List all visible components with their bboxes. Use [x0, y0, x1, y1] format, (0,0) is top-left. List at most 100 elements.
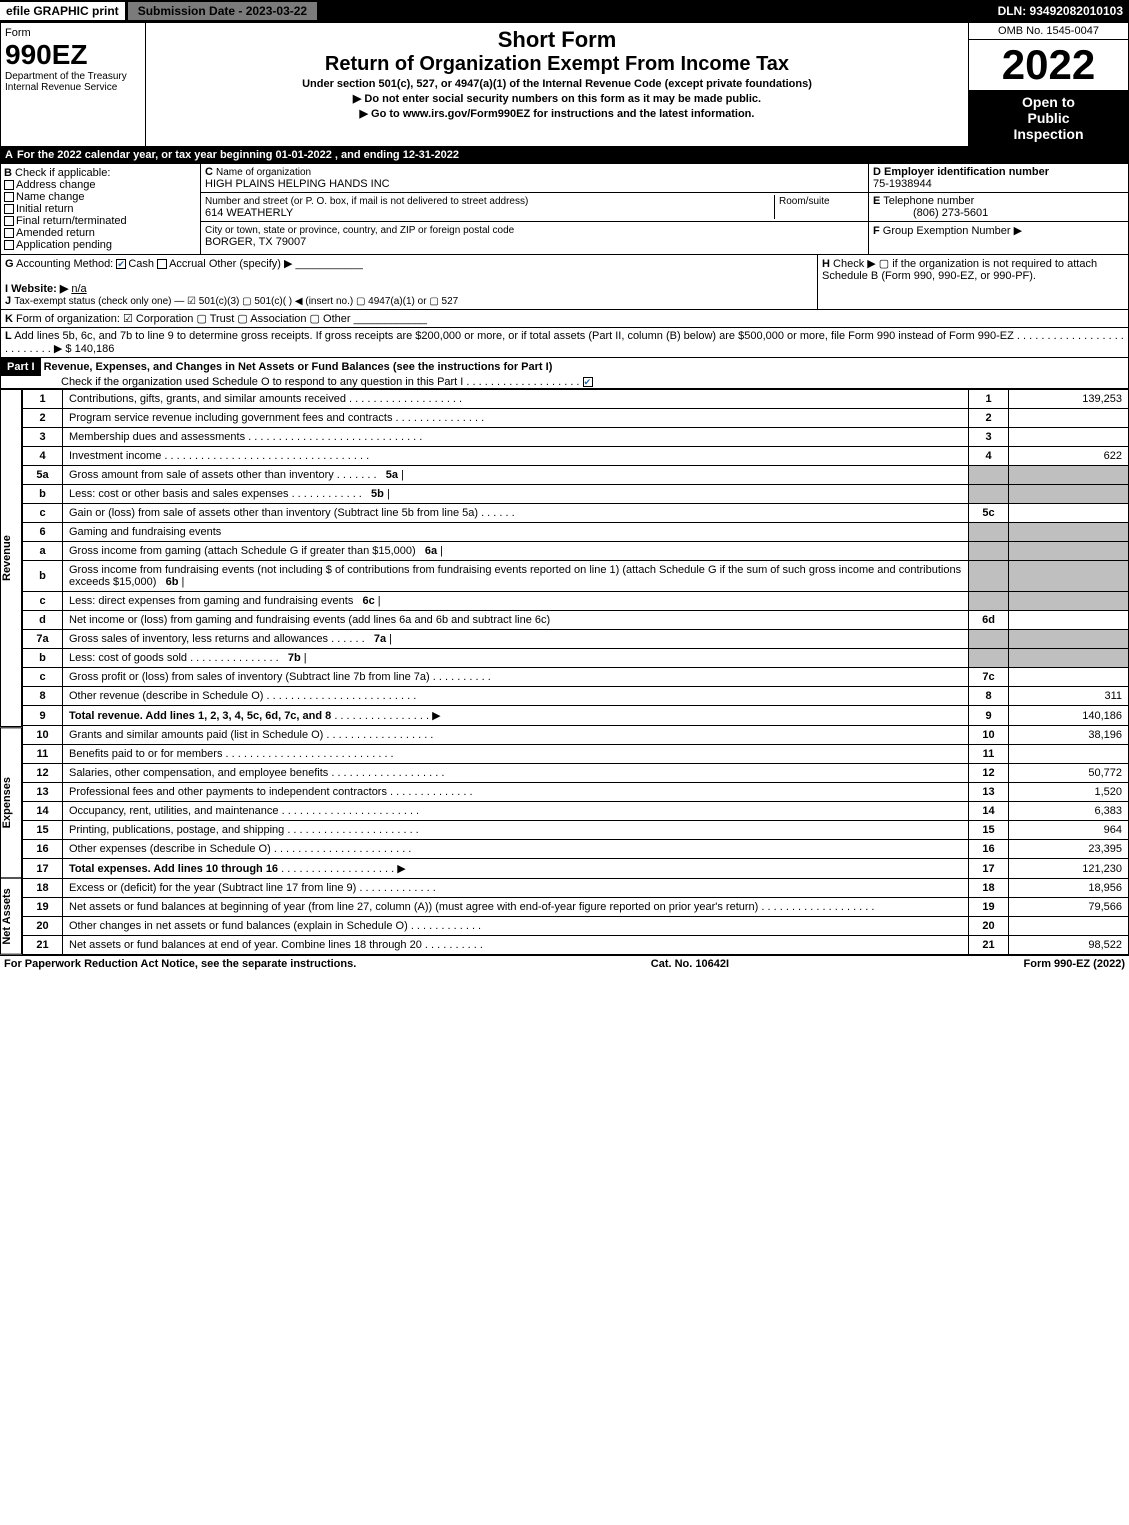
title-short-form: Short Form [150, 27, 964, 53]
amt1: 139,253 [1009, 390, 1129, 409]
chk-name-change[interactable] [4, 192, 14, 202]
table-row: 15Printing, publications, postage, and s… [23, 821, 1129, 840]
part-i-check: Check if the organization used Schedule … [1, 376, 463, 388]
dept-label: Department of the Treasury [5, 71, 141, 82]
b-label: Check if applicable: [15, 167, 110, 179]
lines-container: Revenue Expenses Net Assets 1Contributio… [0, 389, 1129, 955]
part-i-label: Part I [1, 358, 41, 376]
form-word: Form [5, 27, 141, 39]
table-row: 17Total expenses. Add lines 10 through 1… [23, 859, 1129, 879]
g-accrual: Accrual [169, 258, 206, 270]
table-row: 1Contributions, gifts, grants, and simil… [23, 390, 1129, 409]
ln1: 1 [969, 390, 1009, 409]
opt-initial: Initial return [16, 203, 73, 215]
b-mid: C Name of organizationHIGH PLAINS HELPIN… [201, 164, 868, 254]
g-other: Other (specify) ▶ [209, 258, 293, 270]
h-text: Check ▶ ▢ if the organization is not req… [822, 258, 1097, 282]
table-row: 7aGross sales of inventory, less returns… [23, 630, 1129, 649]
dln-label: DLN: 93492082010103 [998, 4, 1129, 18]
city-value: BORGER, TX 79007 [205, 236, 306, 248]
top-bar: efile GRAPHIC print Submission Date - 20… [0, 0, 1129, 22]
phone-value: (806) 273-5601 [873, 207, 988, 219]
tax-year: 2022 [969, 40, 1128, 90]
chk-cash[interactable] [116, 259, 126, 269]
table-row: 3Membership dues and assessments . . . .… [23, 428, 1129, 447]
sub1: Under section 501(c), 527, or 4947(a)(1)… [150, 78, 964, 90]
table-row: dNet income or (loss) from gaming and fu… [23, 611, 1129, 630]
line-g-h: G Accounting Method: Cash Accrual Other … [0, 255, 1129, 310]
table-row: 16Other expenses (describe in Schedule O… [23, 840, 1129, 859]
line-l: L Add lines 5b, 6c, and 7b to line 9 to … [0, 328, 1129, 358]
table-row: cGross profit or (loss) from sales of in… [23, 668, 1129, 687]
k-text: Form of organization: ☑ Corporation ▢ Tr… [16, 313, 351, 325]
header-right: OMB No. 1545-0047 2022 Open to Public In… [968, 23, 1128, 146]
page-footer: For Paperwork Reduction Act Notice, see … [0, 955, 1129, 972]
inspection-box: Open to Public Inspection [969, 90, 1128, 146]
table-row: cLess: direct expenses from gaming and f… [23, 592, 1129, 611]
table-row: 14Occupancy, rent, utilities, and mainte… [23, 802, 1129, 821]
chk-accrual[interactable] [157, 259, 167, 269]
opt-pending: Application pending [16, 239, 112, 251]
side-expenses: Expenses [0, 727, 22, 878]
chk-final-return[interactable] [4, 216, 14, 226]
table-row: 21Net assets or fund balances at end of … [23, 936, 1129, 955]
line-a-text: For the 2022 calendar year, or tax year … [17, 149, 459, 161]
part-i-header: Part I Revenue, Expenses, and Changes in… [0, 358, 1129, 389]
opt-final: Final return/terminated [16, 215, 127, 227]
street-value: 614 WEATHERLY [205, 207, 293, 219]
line-k: K Form of organization: ☑ Corporation ▢ … [0, 310, 1129, 328]
inspect1: Open to [973, 94, 1124, 110]
f-label: Group Exemption Number ▶ [883, 225, 1022, 237]
omb-label: OMB No. 1545-0047 [969, 23, 1128, 40]
chk-schedule-o[interactable] [583, 377, 593, 387]
submission-date-button[interactable]: Submission Date - 2023-03-22 [127, 1, 318, 21]
table-row: 12Salaries, other compensation, and empl… [23, 764, 1129, 783]
line-a: AFor the 2022 calendar year, or tax year… [0, 147, 1129, 164]
side-netassets: Net Assets [0, 878, 22, 955]
i-label: Website: ▶ [11, 283, 68, 295]
sub2: ▶ Do not enter social security numbers o… [150, 92, 964, 105]
org-name: HIGH PLAINS HELPING HANDS INC [205, 178, 390, 190]
table-row: 5aGross amount from sale of assets other… [23, 466, 1129, 485]
j-text: Tax-exempt status (check only one) — ☑ 5… [14, 296, 458, 307]
section-b: B Check if applicable: Address change Na… [0, 164, 1129, 255]
header-mid: Short Form Return of Organization Exempt… [146, 23, 968, 146]
opt-name: Name change [16, 191, 85, 203]
header-left: Form 990EZ Department of the Treasury In… [1, 23, 146, 146]
part-i-title: Revenue, Expenses, and Changes in Net As… [44, 361, 553, 373]
table-row: 4Investment income . . . . . . . . . . .… [23, 447, 1129, 466]
g-label: Accounting Method: [16, 258, 113, 270]
table-row: 19Net assets or fund balances at beginni… [23, 898, 1129, 917]
table-row: 8Other revenue (describe in Schedule O) … [23, 687, 1129, 706]
b-right: D Employer identification number75-19389… [868, 164, 1128, 254]
footer-left: For Paperwork Reduction Act Notice, see … [4, 958, 356, 970]
d-label: Employer identification number [884, 166, 1049, 178]
n1: 1 [23, 390, 63, 409]
chk-amended-return[interactable] [4, 228, 14, 238]
form-header: Form 990EZ Department of the Treasury In… [0, 22, 1129, 147]
inspect3: Inspection [973, 126, 1124, 142]
table-row: 18Excess or (deficit) for the year (Subt… [23, 879, 1129, 898]
inspect2: Public [973, 110, 1124, 126]
title-return: Return of Organization Exempt From Incom… [150, 53, 964, 76]
b-checkboxes: B Check if applicable: Address change Na… [1, 164, 201, 254]
footer-mid: Cat. No. 10642I [651, 958, 729, 970]
city-label: City or town, state or province, country… [205, 225, 514, 236]
sub3: ▶ Go to www.irs.gov/Form990EZ for instru… [150, 107, 964, 120]
website-value: n/a [71, 283, 86, 295]
chk-initial-return[interactable] [4, 204, 14, 214]
table-row: 6Gaming and fundraising events [23, 523, 1129, 542]
table-row: 20Other changes in net assets or fund ba… [23, 917, 1129, 936]
e-label: Telephone number [883, 195, 974, 207]
table-row: 9Total revenue. Add lines 1, 2, 3, 4, 5c… [23, 706, 1129, 726]
opt-address: Address change [16, 179, 96, 191]
table-row: bLess: cost or other basis and sales exp… [23, 485, 1129, 504]
chk-application-pending[interactable] [4, 240, 14, 250]
room-label: Room/suite [779, 196, 830, 207]
side-revenue: Revenue [0, 389, 22, 727]
g-cash: Cash [128, 258, 154, 270]
table-row: 2Program service revenue including gover… [23, 409, 1129, 428]
chk-address-change[interactable] [4, 180, 14, 190]
lines-table: 1Contributions, gifts, grants, and simil… [22, 389, 1129, 955]
l-amount: $ 140,186 [65, 343, 114, 355]
